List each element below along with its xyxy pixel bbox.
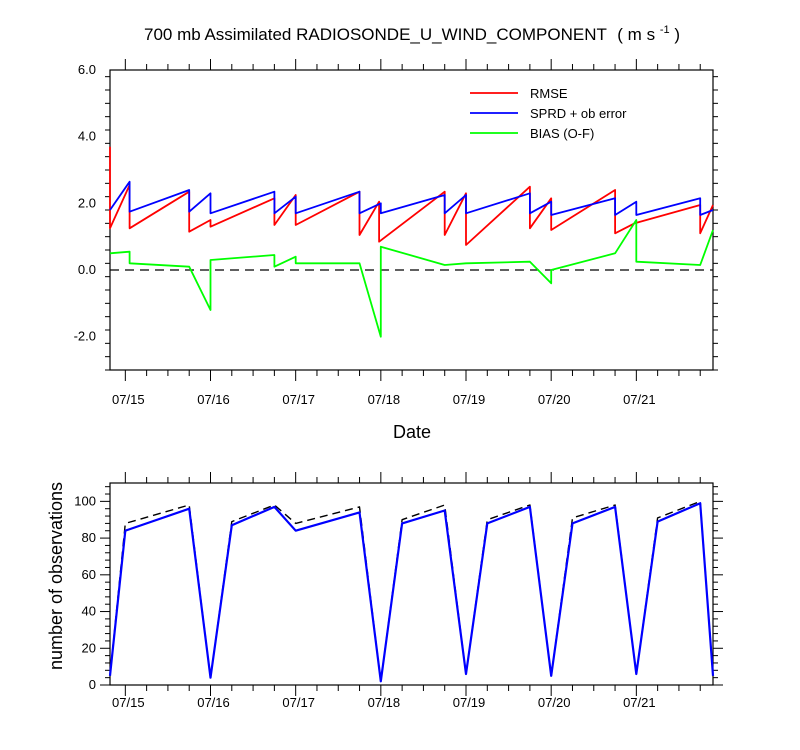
bottom-xtick-label: 07/15 — [112, 695, 145, 710]
top-xtick-label: 07/16 — [197, 392, 230, 407]
bottom-plot-area: 0 20 40 60 80 100 07/15 07/16 07/17 07/18 07/19 07/… — [74, 472, 723, 710]
bottom-ytick-label: 40 — [82, 604, 96, 619]
top-ytick-label: 4.0 — [78, 129, 96, 144]
bottom-xtick-label: 07/21 — [623, 695, 656, 710]
bottom-xtick-label: 07/19 — [453, 695, 486, 710]
top-series-line — [109, 219, 714, 338]
y-axis-title-observations: number of observations — [46, 482, 66, 670]
legend: RMSE SPRD + ob error BIAS (O-F) — [470, 86, 627, 141]
bottom-xtick-label: 07/16 — [197, 695, 230, 710]
bottom-xtick-label: 07/18 — [368, 695, 401, 710]
chart-title-main: 700 mb Assimilated RADIOSONDE_U_WIND_COM… — [144, 25, 607, 44]
top-series-line — [109, 180, 714, 216]
bottom-ytick-label: 100 — [74, 493, 96, 508]
top-plot-area: -2.0 0.0 2.0 4.0 6.0 07/15 07/16 07/17 07/18 07/1… — [74, 59, 718, 407]
top-xtick-label: 07/17 — [282, 392, 315, 407]
top-xtick-label: 07/18 — [368, 392, 401, 407]
bottom-xtick-label: 07/20 — [538, 695, 571, 710]
chart-title-units-sup: -1 — [660, 24, 670, 36]
bottom-ytick-label: 80 — [82, 530, 96, 545]
legend-label: BIAS (O-F) — [530, 126, 594, 141]
bottom-ytick-label: 20 — [82, 640, 96, 655]
bottom-xtick-label: 07/17 — [282, 695, 315, 710]
top-xtick-label: 07/19 — [453, 392, 486, 407]
legend-label: SPRD + ob error — [530, 106, 627, 121]
top-ytick-label: 6.0 — [78, 62, 96, 77]
top-ytick-label: -2.0 — [74, 329, 96, 344]
chart-title-units: ( m s — [617, 25, 655, 44]
chart-title: 700 mb Assimilated RADIOSONDE_U_WIND_COM… — [144, 18, 680, 44]
bottom-series-line — [108, 502, 715, 683]
top-xtick-label: 07/21 — [623, 392, 656, 407]
bottom-frame — [109, 482, 714, 686]
top-xtick-label: 07/20 — [538, 392, 571, 407]
bottom-ytick-label: 60 — [82, 567, 96, 582]
legend-label: RMSE — [530, 86, 568, 101]
bottom-ytick-label: 0 — [89, 677, 96, 692]
chart-title-units-close: ) — [674, 25, 680, 44]
top-xtick-label: 07/15 — [112, 392, 145, 407]
top-ytick-label: 0.0 — [78, 262, 96, 277]
top-series-line — [109, 146, 714, 246]
x-axis-title: Date — [393, 422, 431, 442]
top-ytick-label: 2.0 — [78, 195, 96, 210]
